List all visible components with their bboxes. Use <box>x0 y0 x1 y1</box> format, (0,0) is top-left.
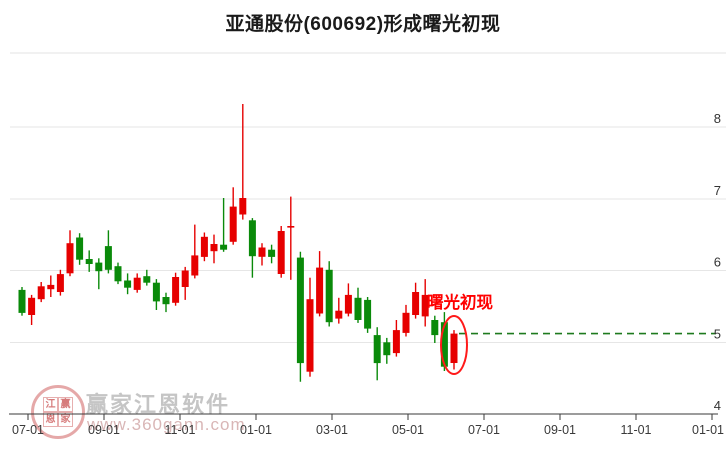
candle <box>37 282 45 303</box>
candle <box>440 312 448 371</box>
candle <box>152 279 160 310</box>
candle <box>412 282 420 319</box>
candle <box>354 287 362 323</box>
candle <box>66 230 74 277</box>
candle <box>85 250 93 272</box>
candle <box>287 196 295 280</box>
candle <box>18 287 26 316</box>
candle <box>239 104 247 220</box>
candle <box>104 230 112 274</box>
candle <box>373 327 381 381</box>
seal-characters: 江 赢 恩 家 <box>43 397 73 427</box>
candle <box>56 269 64 296</box>
y-axis-label: 7 <box>714 183 721 198</box>
candle <box>421 279 429 327</box>
candle <box>306 277 314 377</box>
candle <box>95 258 103 290</box>
watermark-brand-text: 赢家江恩软件 <box>86 392 231 417</box>
candle <box>383 337 391 364</box>
watermark-seal-icon: 江 赢 恩 家 <box>31 385 85 439</box>
candle <box>431 315 439 343</box>
candle <box>402 304 410 337</box>
candle <box>344 283 352 317</box>
candle <box>392 320 400 357</box>
x-axis-label: 11-01 <box>620 423 651 437</box>
candle <box>191 224 199 279</box>
y-axis-label: 4 <box>714 398 721 413</box>
candle <box>133 273 141 293</box>
candle <box>114 262 122 285</box>
x-axis-label: 01-01 <box>692 423 724 437</box>
candle <box>143 269 151 286</box>
x-axis-label: 09-01 <box>88 423 120 437</box>
x-axis-label: 07-01 <box>12 423 44 437</box>
candle <box>296 251 304 382</box>
candle <box>229 187 237 245</box>
candle <box>258 243 266 266</box>
seal-char: 赢 <box>58 397 73 412</box>
candle <box>181 266 189 300</box>
candle <box>220 198 228 252</box>
seal-char: 家 <box>58 412 73 427</box>
candle <box>364 297 372 333</box>
candle <box>325 261 333 327</box>
candle <box>76 233 84 265</box>
candle <box>316 251 324 317</box>
seal-char: 恩 <box>43 412 58 427</box>
candle <box>200 232 208 262</box>
seal-char: 江 <box>43 397 58 412</box>
candle <box>162 292 170 313</box>
pattern-annotation-label: 曙光初现 <box>427 292 494 312</box>
y-axis-label: 5 <box>714 326 721 341</box>
candle <box>172 272 180 306</box>
candle <box>335 297 343 324</box>
candle <box>47 275 55 297</box>
y-axis-label: 6 <box>714 255 721 270</box>
page-title: 亚通股份(600692)形成曙光初现 <box>225 14 501 35</box>
chart-header: 亚通股份(600692)形成曙光初现 <box>0 0 726 53</box>
candle <box>450 330 458 370</box>
candle <box>268 244 276 264</box>
x-axis-label: 05-01 <box>392 423 424 437</box>
x-axis-label: 09-01 <box>544 423 576 437</box>
x-axis-label: 03-01 <box>316 423 348 437</box>
candle <box>124 273 132 295</box>
watermark-url-text: www.360gann.com <box>87 415 246 434</box>
y-axis-label: 8 <box>714 111 721 126</box>
candle <box>210 234 218 264</box>
x-axis-label: 11-01 <box>164 423 195 437</box>
candle <box>277 226 285 278</box>
x-axis-label: 07-01 <box>468 423 500 437</box>
candle <box>28 294 36 325</box>
candle <box>248 218 256 278</box>
x-axis-label: 01-01 <box>240 423 272 437</box>
pattern-highlight-ellipse <box>440 315 468 375</box>
